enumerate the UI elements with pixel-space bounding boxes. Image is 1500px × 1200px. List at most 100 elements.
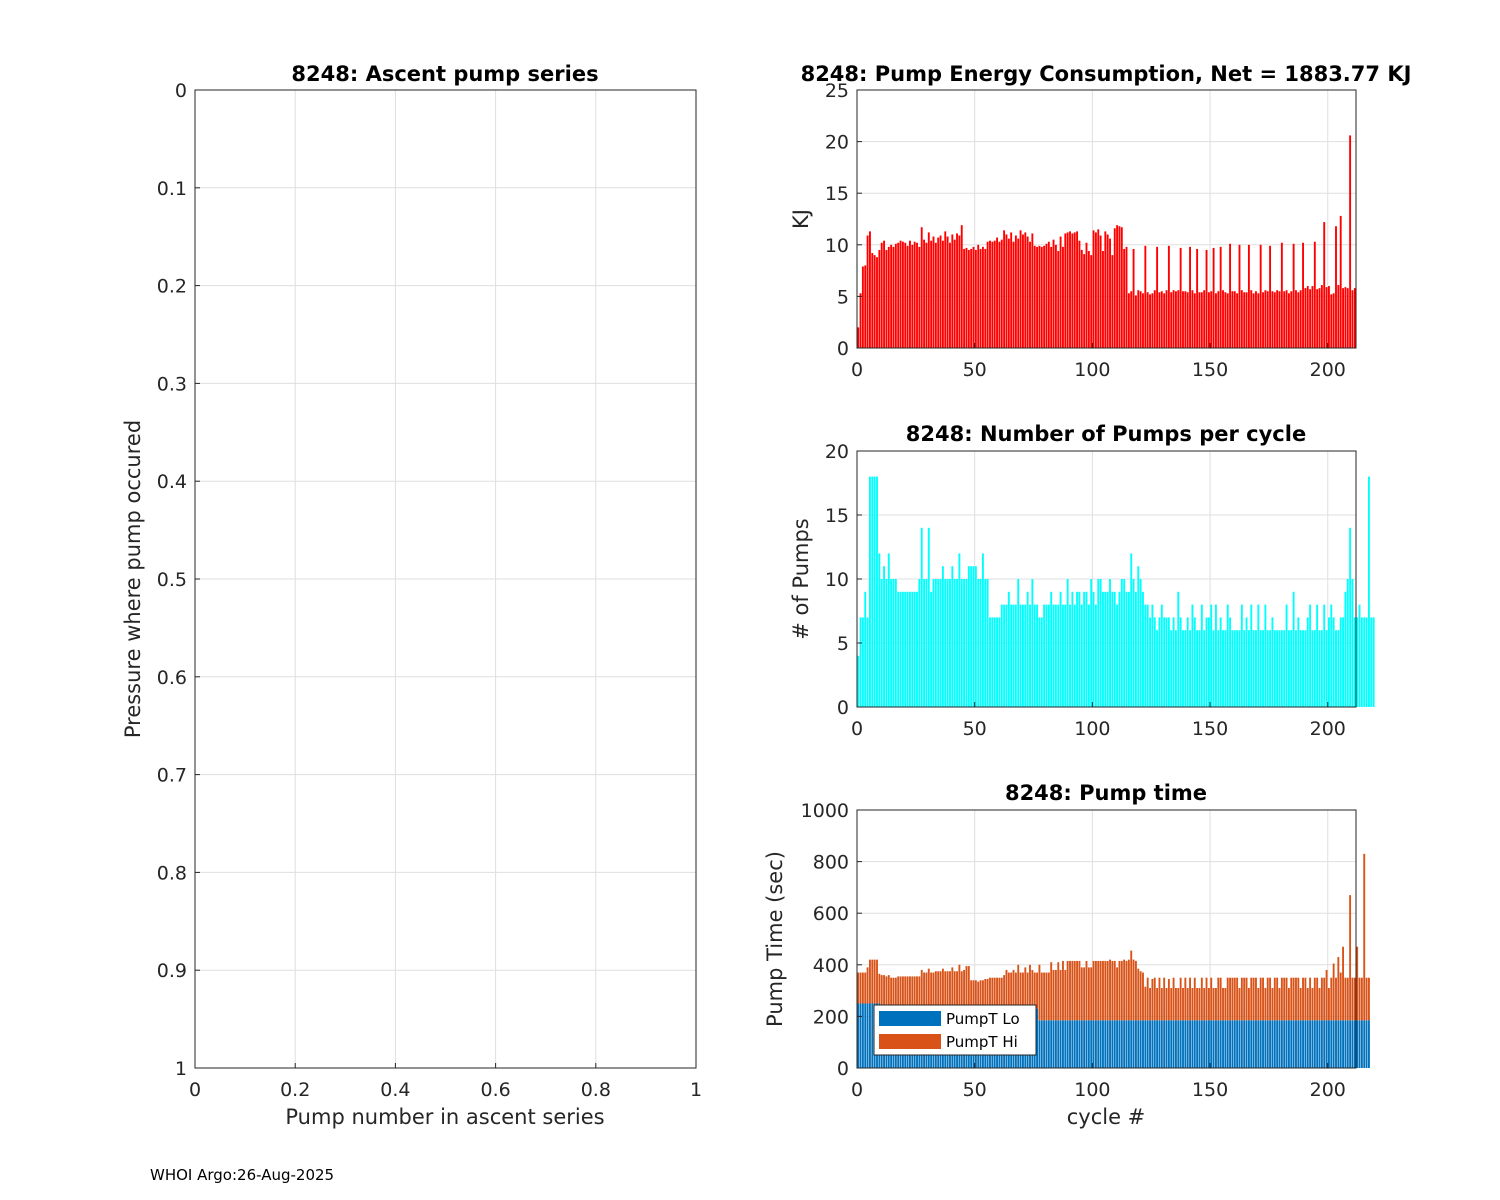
pumps-bar [1153, 617, 1156, 707]
energy-bar [1309, 289, 1312, 348]
pump-time-lo-bar [1330, 1020, 1333, 1068]
pumps-bar [883, 566, 886, 707]
pumps-y-tick-label: 20 [825, 441, 849, 463]
pump-time-hi-bar [923, 972, 926, 1009]
pump-time-lo-bar [1205, 1020, 1208, 1068]
pumps-bar [939, 579, 942, 707]
energy-bar [861, 266, 864, 348]
energy-bar [934, 242, 937, 348]
pump-time-hi-bar [1069, 960, 1071, 1021]
energy-bar [1125, 246, 1128, 348]
pump-time-x-tick-label: 200 [1310, 1079, 1346, 1101]
energy-bar [1302, 242, 1304, 348]
pumps-bar [1365, 617, 1368, 707]
pump-time-lo-bar [1156, 1020, 1159, 1068]
pumps-bar [993, 617, 996, 707]
pump-time-lo-bar [871, 1003, 874, 1068]
energy-bar [1170, 292, 1173, 348]
pump-time-lo-bar [1085, 1020, 1088, 1068]
energy-bar [1031, 233, 1034, 348]
energy-bar [887, 246, 890, 348]
pump-time-hi-bar [937, 971, 940, 1009]
pump-time-hi-bar [1236, 977, 1239, 1021]
energy-bar [1113, 228, 1116, 348]
energy-bar [1087, 250, 1090, 348]
energy-bar [970, 248, 973, 348]
energy-bar [951, 234, 954, 348]
pump-time-hi-bar [1316, 977, 1319, 1021]
pump-time-lo-bar [1335, 1020, 1337, 1068]
pump-time-hi-bar [871, 959, 874, 1004]
pump-time-lo-bar [1278, 1020, 1281, 1068]
pumps-y-tick-label: 5 [837, 633, 849, 655]
pump-time-hi-bar [944, 971, 947, 1009]
pumps-bar [1054, 604, 1057, 707]
pumps-ticks: 0 50 100 150 200 0 5 10 15 20 [825, 441, 1346, 740]
pump-time-hi-bar [1083, 967, 1086, 1021]
pump-time-hi-bar [1104, 960, 1107, 1021]
pumps-bar [1134, 591, 1137, 707]
pump-time-lo-bar [1069, 1020, 1071, 1068]
pumps-bar [1259, 630, 1262, 707]
pumps-bar [1047, 604, 1050, 707]
pumps-bar [1038, 617, 1041, 707]
pumps-bar [1330, 604, 1333, 707]
energy-bar [1264, 290, 1267, 348]
pump-time-hi-bar [909, 976, 911, 1009]
energy-bar [1134, 295, 1137, 348]
pumps-bar [998, 617, 1001, 707]
pump-time-y-tick-label: 0 [837, 1058, 849, 1080]
pumps-bar [1179, 617, 1182, 707]
pumps-bar [1269, 630, 1272, 707]
pumps-bar [937, 579, 940, 707]
pump-time-hi-bar [1130, 950, 1133, 1021]
energy-bar [1099, 235, 1102, 348]
pumps-bar [946, 579, 949, 707]
pump-time-lo-bar [1099, 1020, 1102, 1068]
energy-bar [1229, 243, 1232, 348]
pump-time-hi-bar [1099, 960, 1102, 1021]
pump-time-hi-bar [1073, 960, 1076, 1021]
pump-time-hi-bar [1156, 988, 1159, 1021]
pumps-bar [911, 591, 914, 707]
pump-time-lo-bar [1125, 1020, 1128, 1068]
energy-bar [944, 231, 947, 348]
energy-bar [937, 237, 940, 348]
pump-time-lo-bar [1078, 1020, 1081, 1068]
energy-bar [1062, 246, 1064, 348]
pumps-bar [1222, 630, 1224, 707]
pump-time-lo-bar [1142, 1020, 1144, 1068]
pump-time-lo-bar [1153, 1020, 1156, 1068]
pump-time-hi-bar [1160, 988, 1163, 1021]
energy-bar [1287, 293, 1290, 348]
pump-time-lo-bar [1233, 1020, 1236, 1068]
pumps-bar [1217, 630, 1220, 707]
pump-time-lo-bar [1271, 1020, 1274, 1068]
pump-time-hi-bar [1365, 977, 1368, 1021]
pump-time-lo-bar [1295, 1020, 1297, 1068]
pumps-bar [1090, 579, 1093, 707]
pump-time-hi-bar [866, 967, 869, 1004]
pumps-bar [934, 579, 937, 707]
pump-time-hi-bar [1346, 977, 1349, 1021]
energy-bar [890, 244, 893, 348]
pumps-bar [1193, 617, 1196, 707]
energy-bar [1191, 290, 1194, 348]
pump-time-lo-bar [1163, 1020, 1166, 1068]
pump-time-lo-bar [859, 1003, 862, 1068]
pump-time-hi-bar [1276, 977, 1279, 1021]
pump-time-hi-bar [967, 966, 970, 1009]
energy-bar [1111, 255, 1114, 348]
pump-time-hi-bar [1139, 971, 1142, 1021]
energy-bar [1257, 293, 1260, 348]
energy-bar [1207, 292, 1210, 348]
ascent-y-axis-label: Pressure where pump occured [121, 420, 145, 738]
pump-time-hi-bar [1351, 977, 1354, 1021]
energy-bar [1210, 291, 1213, 348]
energy-bar [1139, 291, 1142, 348]
pumps-bar [1052, 604, 1055, 707]
pumps-x-tick-label: 150 [1192, 718, 1228, 740]
pump-time-hi-bar [1252, 977, 1255, 1021]
pumps-bar [1118, 591, 1121, 707]
